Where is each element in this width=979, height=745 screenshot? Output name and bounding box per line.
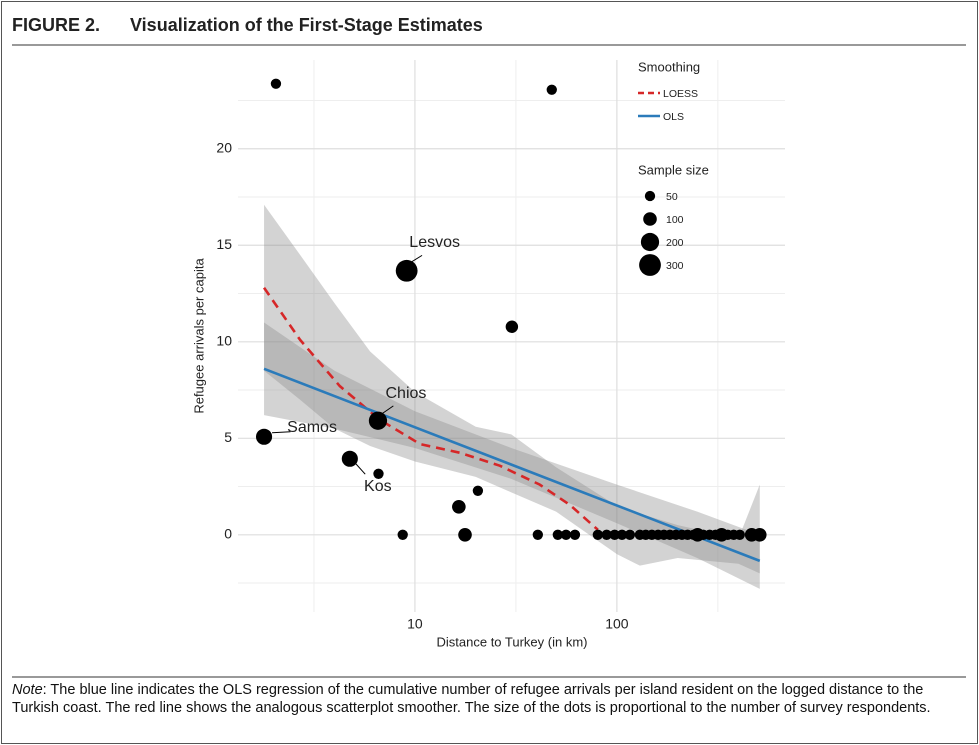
size-legend-key [644, 190, 656, 202]
point-label: Kos [364, 478, 392, 495]
y-tick-label: 20 [216, 139, 232, 155]
smoother-line [262, 287, 599, 531]
data-point [505, 320, 519, 333]
data-point [560, 529, 572, 540]
data-point [546, 84, 557, 95]
data-point [552, 529, 563, 540]
data-point [616, 529, 628, 540]
label-leader [411, 254, 423, 263]
smoother-line [263, 367, 761, 563]
data-point [734, 529, 745, 540]
y-tick-label: 5 [224, 429, 232, 445]
note: Note: The blue line indicates the OLS re… [12, 681, 970, 717]
data-point [592, 529, 604, 540]
chart-title: Visualization of the First-Stage Estimat… [130, 15, 483, 35]
x-tick-label: 10 [407, 616, 423, 632]
x-axis-label: Distance to Turkey (in km) [437, 634, 588, 649]
data-point [609, 529, 620, 540]
size-legend-label: 100 [666, 214, 684, 226]
size-legend-label: 50 [666, 191, 678, 203]
size-legend-key [643, 212, 657, 226]
size-legend-label: 300 [666, 260, 684, 272]
note-text: : The blue line indicates the OLS regres… [12, 682, 931, 716]
legend-title: Smoothing [638, 59, 700, 74]
size-legend-label: 200 [666, 237, 684, 249]
data-point [341, 450, 358, 467]
legend-label: LOESS [663, 88, 698, 100]
data-point [270, 78, 282, 89]
data-point [601, 529, 612, 540]
size-legend-key [640, 232, 660, 252]
data-point [395, 259, 418, 282]
data-point [368, 411, 388, 430]
data-point [458, 527, 472, 542]
label-leader [355, 463, 366, 475]
x-tick-label: 100 [605, 616, 629, 632]
size-legend-title: Sample size [638, 162, 709, 177]
data-point [452, 500, 466, 514]
data-point [397, 529, 408, 540]
point-label: Lesvos [409, 234, 460, 251]
data-point [569, 529, 581, 540]
confidence-band [264, 322, 760, 589]
data-point [624, 529, 636, 540]
y-axis-label: Refugee arrivals per capita [191, 258, 206, 414]
legend-label: OLS [663, 111, 684, 123]
size-legend-key [639, 254, 661, 276]
data-point [532, 529, 543, 540]
point-label: Chios [386, 385, 427, 402]
figure-label: FIGURE 2. [12, 15, 100, 35]
data-point [472, 485, 484, 496]
y-tick-label: 15 [216, 236, 232, 252]
data-point [373, 468, 384, 479]
chart: FIGURE 2. Visualization of the First-Sta… [12, 15, 966, 678]
point-label: Samos [287, 419, 337, 436]
label-leader [272, 431, 291, 434]
label-leader [381, 405, 394, 415]
note-label: Note [12, 682, 43, 698]
data-point [752, 527, 767, 542]
y-tick-label: 0 [224, 526, 232, 542]
data-point [255, 428, 273, 445]
y-tick-label: 10 [216, 332, 232, 348]
